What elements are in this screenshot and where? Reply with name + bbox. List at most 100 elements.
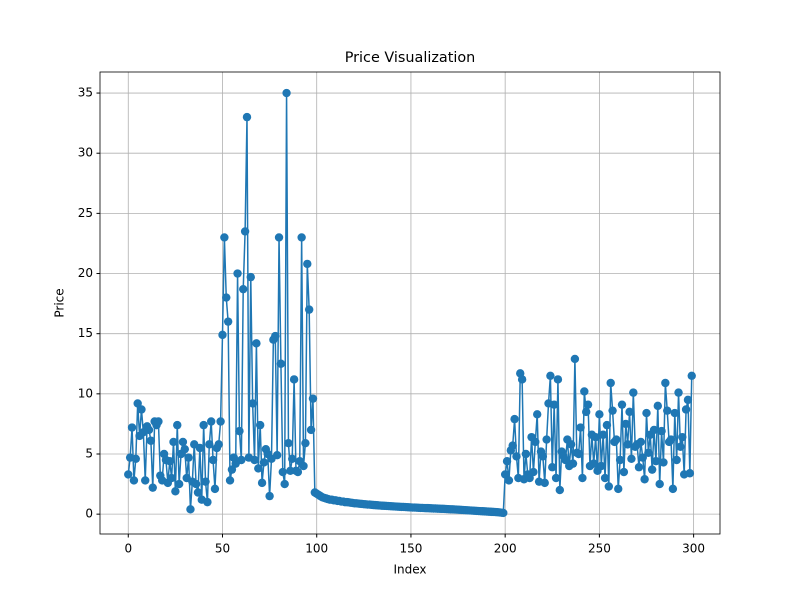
data-point: [504, 476, 514, 485]
y-tick-label: 25: [78, 206, 93, 220]
data-point: [681, 405, 691, 414]
data-point: [623, 440, 632, 449]
data-point: [259, 458, 269, 467]
data-point: [568, 459, 578, 468]
y-tick-label: 15: [78, 326, 93, 340]
data-point: [663, 406, 672, 415]
data-point: [191, 479, 201, 489]
data-point: [203, 497, 212, 507]
data-point: [141, 476, 150, 485]
data-point: [214, 440, 223, 449]
data-point: [299, 461, 308, 471]
data-point: [184, 453, 193, 462]
data-point: [615, 455, 625, 465]
x-tick-label: 250: [588, 542, 611, 556]
data-point: [642, 408, 651, 418]
data-point: [220, 233, 229, 242]
data-point: [154, 417, 163, 426]
data-point: [223, 317, 233, 326]
data-point: [668, 484, 678, 494]
data-point: [512, 452, 521, 461]
data-point: [146, 436, 156, 445]
data-point: [148, 483, 157, 492]
data-point: [629, 388, 638, 397]
data-point: [218, 330, 227, 340]
data-point: [627, 454, 636, 464]
data-point: [636, 437, 646, 447]
data-point: [288, 454, 297, 464]
data-point: [583, 400, 593, 409]
data-point: [308, 394, 318, 403]
data-point: [284, 438, 293, 448]
data-point: [647, 465, 657, 474]
data-point: [201, 477, 210, 486]
data-point: [257, 478, 267, 488]
data-point: [242, 112, 252, 122]
x-tick-label: 300: [682, 542, 705, 556]
data-point: [225, 476, 235, 485]
data-point: [589, 459, 598, 468]
data-point: [608, 406, 617, 415]
data-point: [278, 467, 287, 477]
data-point: [580, 387, 589, 396]
data-point: [638, 453, 647, 462]
data-point: [549, 400, 559, 409]
data-point: [235, 426, 244, 436]
data-point: [169, 437, 178, 447]
data-point: [657, 426, 666, 436]
data-point: [595, 410, 604, 419]
data-point: [600, 473, 610, 483]
data-point: [651, 457, 661, 466]
data-point: [582, 407, 591, 417]
data-point: [165, 457, 174, 466]
data-point: [614, 484, 623, 494]
y-tick-label: 30: [78, 146, 93, 160]
data-point: [195, 443, 205, 453]
data-point: [293, 467, 303, 477]
data-point: [129, 476, 139, 485]
data-point: [661, 378, 670, 388]
data-point: [254, 464, 263, 473]
data-point: [248, 399, 257, 408]
data-point: [206, 417, 216, 426]
y-axis-label: Price: [53, 288, 67, 317]
y-tick-label: 5: [85, 446, 93, 460]
data-point: [644, 448, 653, 457]
data-point: [612, 435, 621, 444]
data-point: [271, 331, 280, 341]
data-point: [173, 420, 182, 430]
data-point: [597, 461, 606, 471]
data-point: [538, 452, 548, 461]
data-point: [502, 457, 512, 466]
data-point: [678, 432, 687, 442]
data-point: [676, 442, 685, 451]
y-tick-label: 35: [78, 86, 93, 100]
data-point: [659, 458, 668, 467]
data-point: [602, 420, 612, 430]
data-point: [500, 470, 510, 479]
chart-title: Price Visualization: [345, 50, 476, 66]
data-point: [252, 339, 261, 348]
data-point: [670, 408, 679, 418]
data-point: [233, 269, 242, 278]
data-point: [574, 449, 583, 459]
data-point: [133, 399, 142, 408]
data-point: [210, 484, 220, 494]
data-point: [604, 482, 614, 491]
data-point: [199, 420, 208, 430]
data-point: [649, 425, 659, 435]
x-axis-label: Index: [393, 563, 426, 577]
data-point: [640, 475, 649, 484]
data-point: [555, 485, 565, 495]
data-point: [137, 405, 146, 414]
data-point: [265, 491, 274, 501]
data-point: [570, 354, 580, 364]
data-point: [282, 88, 291, 98]
data-point: [289, 375, 299, 384]
data-point: [508, 441, 517, 450]
data-point: [193, 488, 203, 497]
data-point: [655, 479, 664, 489]
x-tick-label: 0: [124, 542, 132, 556]
data-point: [186, 505, 195, 514]
data-point: [274, 233, 284, 242]
